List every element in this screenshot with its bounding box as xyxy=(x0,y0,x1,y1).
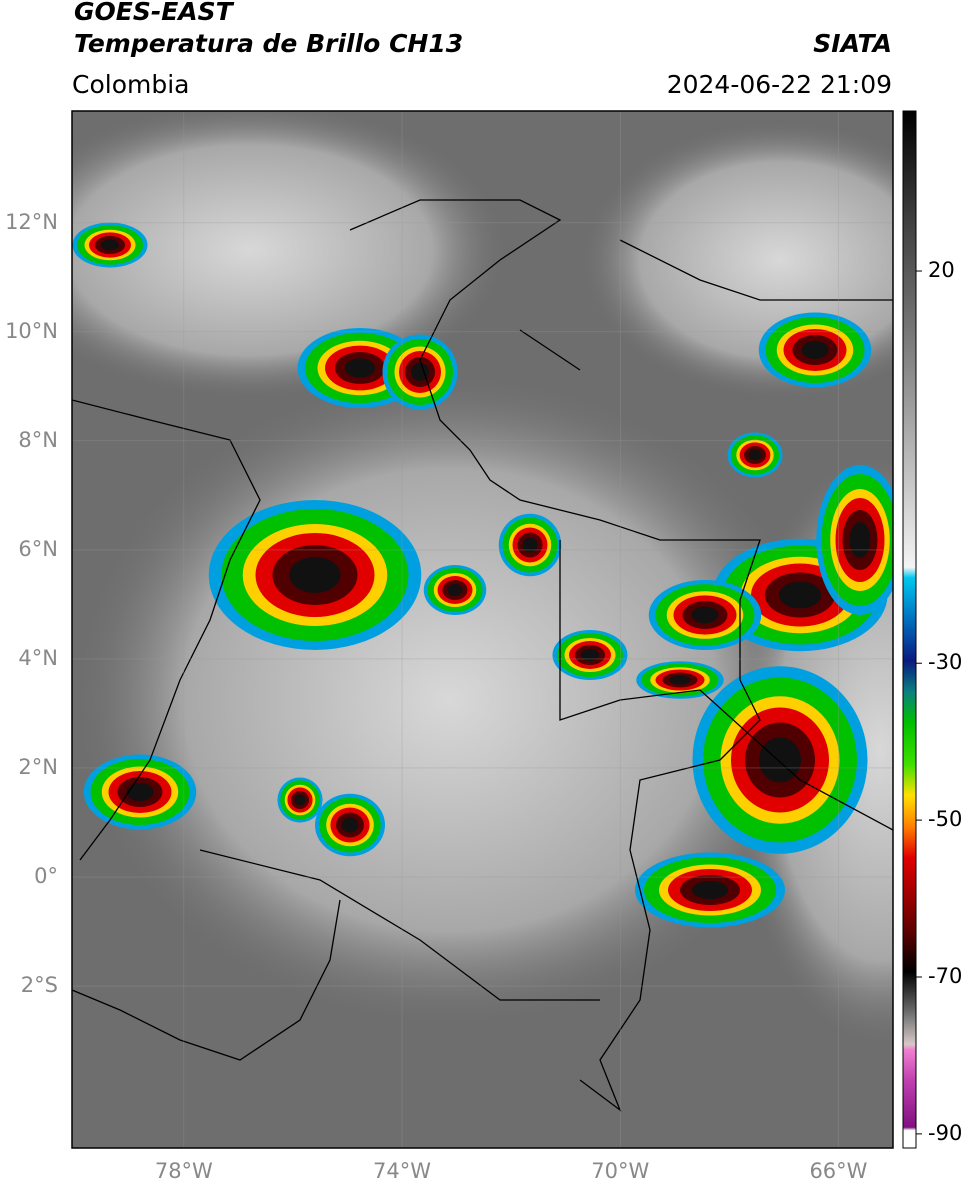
cloud-field xyxy=(72,111,510,400)
y-tick-label: 12°N xyxy=(5,210,58,234)
storm-cell xyxy=(289,557,341,593)
storm-cell xyxy=(522,537,538,553)
y-tick-label: 10°N xyxy=(5,319,58,343)
storm-cell xyxy=(341,817,359,833)
storm-cell xyxy=(294,794,306,806)
colorbar-tick-label: -30 xyxy=(928,650,962,674)
title-line1: GOES-EAST xyxy=(74,0,235,26)
x-tick-label: 70°W xyxy=(591,1159,649,1183)
satellite-image xyxy=(72,111,893,1148)
y-tick-label: 8°N xyxy=(18,428,58,452)
storm-cell xyxy=(411,363,429,381)
y-tick-label: 2°S xyxy=(21,973,58,997)
x-tick-label: 78°W xyxy=(155,1159,213,1183)
storm-cell xyxy=(779,581,821,609)
source: SIATA xyxy=(813,29,892,58)
colorbar-tick-label: -90 xyxy=(928,1121,962,1145)
borders xyxy=(72,199,893,1112)
storm-cell xyxy=(581,649,599,661)
storm-cell xyxy=(801,341,829,359)
colorbar-tick-label: -50 xyxy=(928,807,962,831)
y-tick-label: 2°N xyxy=(18,755,58,779)
y-tick-label: 0° xyxy=(34,864,58,888)
y-tick-label: 6°N xyxy=(18,537,58,561)
storm-cell xyxy=(447,584,463,596)
x-tick-label: 74°W xyxy=(373,1159,431,1183)
storm-cell xyxy=(345,358,375,378)
colorbar-tick-label: 20 xyxy=(928,258,955,282)
storm-cell xyxy=(101,239,119,251)
storm-cell xyxy=(748,449,762,461)
region: Colombia xyxy=(72,70,189,99)
x-tick-label: 66°W xyxy=(809,1159,867,1183)
colorbar-tick-label: -70 xyxy=(928,964,962,988)
storm-cell xyxy=(692,881,728,899)
timestamp: 2024-06-22 21:09 xyxy=(667,70,892,99)
title-line2: Temperatura de Brillo CH13 xyxy=(74,29,463,58)
storm-cell xyxy=(126,783,154,801)
colorbar xyxy=(902,110,917,1149)
y-tick-label: 4°N xyxy=(18,646,58,670)
storm-cell xyxy=(691,606,719,624)
storm-cell xyxy=(669,675,691,685)
storm-cell xyxy=(849,522,871,558)
map-frame xyxy=(71,110,894,1149)
